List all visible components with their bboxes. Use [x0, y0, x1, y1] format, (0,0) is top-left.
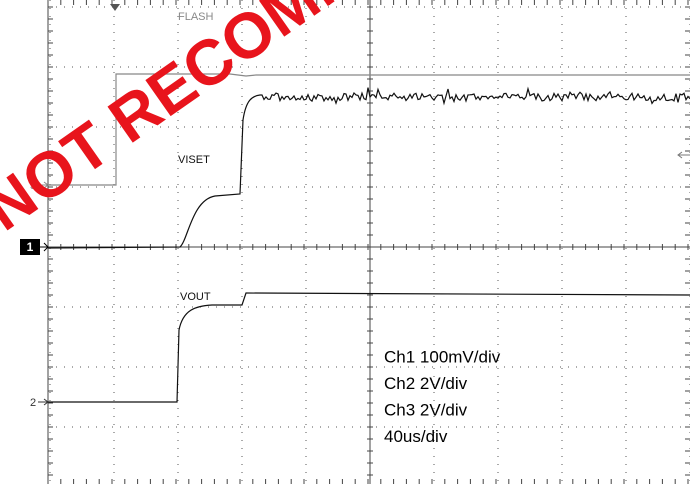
vout-trace: [48, 292, 690, 403]
vout-label: VOUT: [180, 291, 211, 303]
viset-trace: [47, 86, 690, 249]
trigger-marker: [110, 4, 120, 11]
ch2-marker: 2: [30, 397, 36, 409]
ch2-arrow: [38, 398, 49, 406]
flash-label: FLASH: [178, 11, 214, 23]
setting-line: 40us/div: [384, 427, 448, 446]
ch3-arrow: [38, 181, 49, 189]
ch1-marker: 1: [27, 240, 34, 254]
ch3-marker: 3: [30, 180, 36, 192]
setting-line: Ch1 100mV/div: [384, 347, 501, 366]
graticule: [47, 0, 690, 484]
ch1-marker-box: [20, 239, 40, 255]
trigger-level-marker: [677, 151, 690, 159]
watermark: NOT RECOMMENDED FOR NEW DESIGNS: [0, 0, 690, 244]
setting-line: Ch3 2V/div: [384, 400, 468, 419]
settings-block: Ch1 100mV/div Ch2 2V/div Ch3 2V/div 40us/di…: [384, 347, 501, 446]
ch1-arrow: [40, 242, 49, 252]
viset-label: VISET: [178, 154, 210, 166]
flash-trace: [48, 73, 690, 186]
setting-line: Ch2 2V/div: [384, 374, 468, 393]
